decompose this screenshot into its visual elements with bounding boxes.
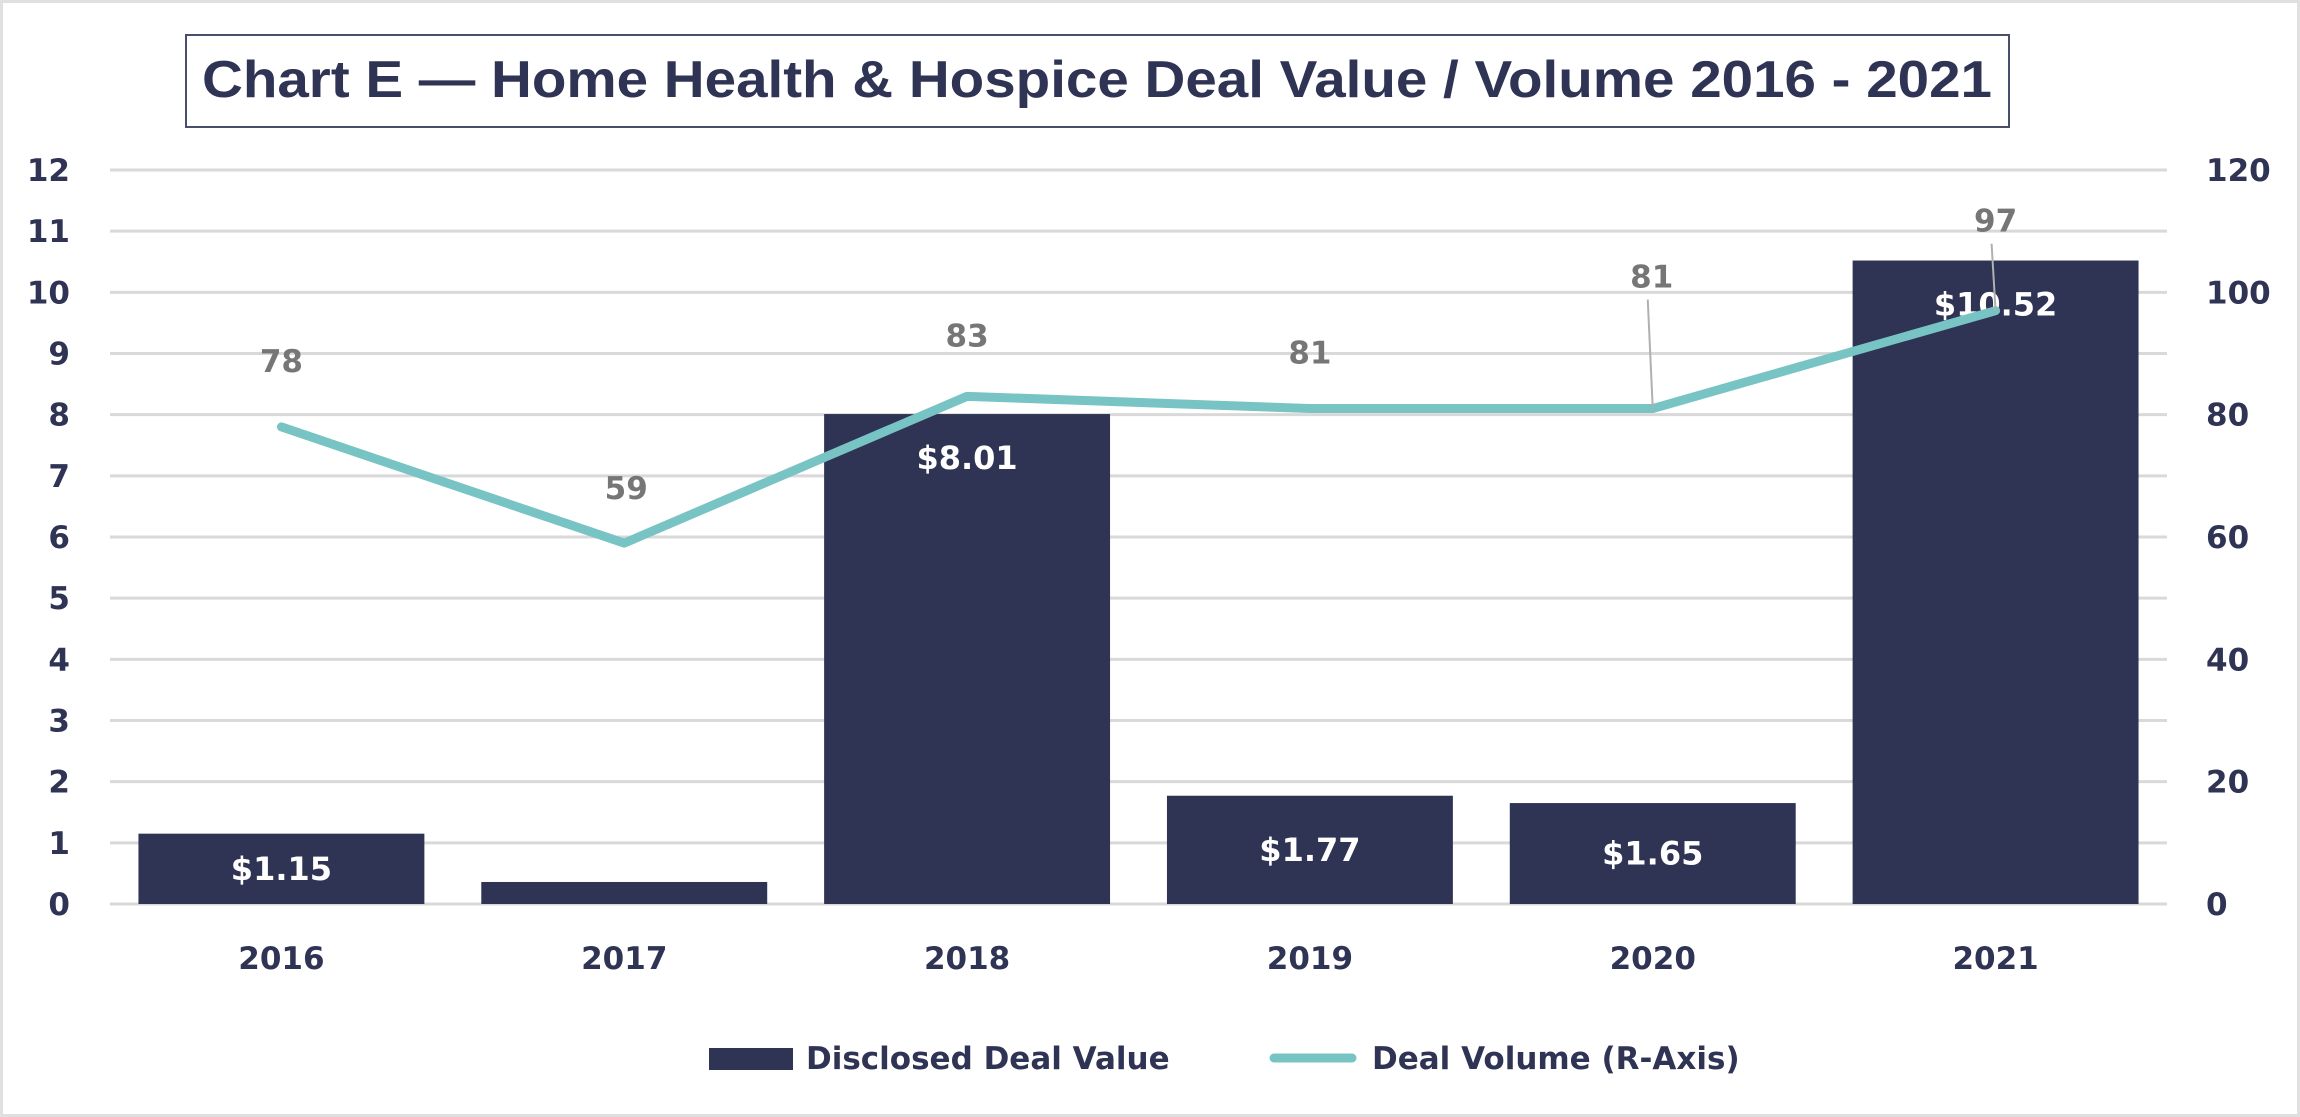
left-axis-tick-label: 1	[48, 826, 70, 862]
bar-2021[interactable]	[1852, 260, 2139, 904]
left-axis-tick-label: 10	[27, 275, 70, 311]
right-axis-tick-label: 80	[2206, 398, 2249, 434]
left-axis-tick-label: 8	[48, 398, 70, 434]
right-axis-tick-label: 100	[2206, 275, 2271, 311]
deal-volume-line[interactable]	[276, 306, 2001, 548]
legend-label: Deal Volume (R-Axis)	[1372, 1041, 1740, 1077]
x-axis-tick-label: 2017	[581, 941, 667, 977]
left-axis-tick-label: 6	[48, 520, 70, 556]
legend-label: Disclosed Deal Value	[806, 1041, 1170, 1077]
left-axis-tick-label: 4	[48, 642, 70, 678]
left-axis-tick-label: 7	[48, 459, 70, 495]
right-axis-tick-label: 60	[2206, 520, 2249, 556]
bar-2017[interactable]	[481, 881, 768, 904]
right-axis-tick-label: 0	[2206, 887, 2228, 923]
left-axis-tick-label: 9	[48, 337, 70, 373]
bar-value-label: $1.15	[231, 850, 332, 888]
chart-title-border	[185, 34, 2010, 128]
bar-2020[interactable]	[1509, 803, 1796, 904]
x-axis: 2016 2017 2018 2019 2020 2021	[238, 941, 2038, 977]
right-axis-tick-label: 40	[2206, 642, 2249, 678]
x-axis-tick-label: 2018	[924, 941, 1010, 977]
bar-value-label: $8.01	[916, 439, 1017, 477]
point-labels: 78 59 83 81 81 97	[260, 204, 2017, 507]
bar-2018[interactable]	[824, 414, 1111, 904]
left-axis-tick-label: 3	[48, 704, 70, 740]
bar-2016[interactable]	[138, 833, 425, 904]
right-axis: 0 20 40 60 80 100 120	[2206, 153, 2271, 923]
x-axis-tick-label: 2016	[238, 941, 324, 977]
legend: Disclosed Deal Value Deal Volume (R-Axis…	[709, 1041, 1740, 1077]
x-axis-tick-label: 2020	[1610, 941, 1696, 977]
label-leader-line	[1990, 243, 1997, 311]
point-value-label: 78	[260, 344, 303, 380]
point-value-label: 81	[1630, 260, 1673, 296]
legend-item-deal-volume[interactable]: Deal Volume (R-Axis)	[1269, 1041, 1740, 1077]
left-axis-tick-label: 2	[48, 765, 70, 801]
gridlines	[110, 168, 2167, 906]
bar-value-label: $1.65	[1602, 835, 1703, 873]
point-value-label: 59	[605, 471, 648, 507]
bar-series	[138, 260, 2139, 904]
point-value-label: 81	[1288, 336, 1331, 372]
chart-title-box: Chart E — Home Health & Hospice Deal Val…	[185, 34, 2010, 128]
legend-swatch-bar	[709, 1048, 793, 1070]
bar-labels: $1.15$8.01$1.77 $1.65$10.52	[231, 286, 2058, 888]
right-axis-tick-label: 20	[2206, 765, 2249, 801]
point-value-label: 83	[946, 318, 989, 354]
bar-value-label: $1.77	[1259, 831, 1360, 869]
left-axis-tick-label: 5	[48, 581, 70, 617]
label-leader-line	[1646, 299, 1654, 409]
left-axis-tick-label: 11	[27, 214, 70, 250]
point-value-label: 97	[1974, 204, 2017, 240]
line-series	[276, 306, 2001, 548]
left-axis-tick-label: 12	[27, 153, 70, 189]
legend-item-deal-value[interactable]: Disclosed Deal Value	[709, 1041, 1170, 1077]
x-axis-tick-label: 2021	[1952, 941, 2038, 977]
chart-title: Chart E — Home Health & Hospice Deal Val…	[202, 51, 1992, 109]
bar-2019[interactable]	[1166, 795, 1453, 904]
x-axis-tick-label: 2019	[1267, 941, 1353, 977]
right-axis-tick-label: 120	[2206, 153, 2271, 189]
left-axis-tick-label: 0	[48, 887, 70, 923]
